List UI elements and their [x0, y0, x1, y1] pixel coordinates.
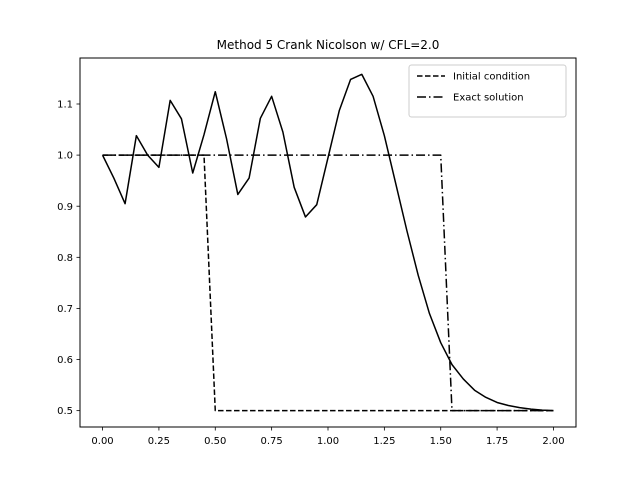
x-tick-label: 0.50: [204, 436, 226, 447]
y-tick-label: 1.1: [57, 100, 73, 111]
series-line-2: [101, 73, 554, 412]
x-tick-label: 1.00: [317, 436, 339, 447]
x-tick-label: 2.00: [542, 436, 564, 447]
y-tick-label: 0.7: [57, 304, 73, 315]
chart-title: Method 5 Crank Nicolson w/ CFL=2.0: [217, 38, 440, 52]
y-tick-label: 0.8: [57, 253, 73, 264]
y-tick-label: 0.5: [57, 406, 73, 417]
x-tick-label: 0.00: [91, 436, 113, 447]
x-tick-label: 1.75: [486, 436, 508, 447]
legend-label: Initial condition: [453, 72, 530, 83]
legend-label: Exact solution: [453, 93, 524, 104]
plot-area: [101, 73, 554, 412]
x-tick-label: 0.75: [261, 436, 283, 447]
y-tick-label: 0.6: [57, 355, 73, 366]
x-tick-label: 1.25: [373, 436, 395, 447]
legend-box: [408, 64, 567, 118]
series-line-1: [102, 154, 554, 412]
x-axis: 0.00 0.25 0.50 0.75 1.00 1.25 1.50 1.75 2.00: [91, 427, 565, 447]
x-tick-label: 1.50: [430, 436, 452, 447]
legend: Initial condition Exact solution: [408, 64, 567, 118]
x-tick-label: 0.25: [148, 436, 170, 447]
y-tick-label: 0.9: [57, 202, 73, 213]
axes-frame: [79, 57, 577, 428]
y-axis: 0.5 0.6 0.7 0.8 0.9 1.0 1.1: [57, 100, 80, 417]
y-tick-label: 1.0: [57, 151, 73, 162]
